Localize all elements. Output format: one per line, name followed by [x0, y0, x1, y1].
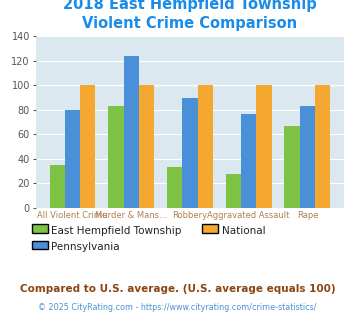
Bar [300, 106, 315, 208]
Bar [65, 110, 80, 208]
Bar [108, 106, 124, 208]
Title: 2018 East Hempfield Township
Violent Crime Comparison: 2018 East Hempfield Township Violent Cri… [63, 0, 317, 31]
Text: © 2025 CityRating.com - https://www.cityrating.com/crime-statistics/: © 2025 CityRating.com - https://www.city… [38, 303, 317, 312]
Text: Compared to U.S. average. (U.S. average equals 100): Compared to U.S. average. (U.S. average … [20, 284, 335, 294]
Bar [226, 174, 241, 208]
Text: Pennsylvania: Pennsylvania [51, 243, 120, 252]
Text: East Hempfield Township: East Hempfield Township [51, 226, 182, 236]
Bar [256, 85, 272, 208]
Bar [124, 56, 139, 208]
Bar [167, 167, 182, 208]
Bar [80, 85, 95, 208]
Bar [241, 114, 256, 208]
Bar [50, 165, 65, 208]
Text: National: National [222, 226, 266, 236]
Bar [284, 126, 300, 208]
Bar [315, 85, 330, 208]
Bar [198, 85, 213, 208]
Bar [139, 85, 154, 208]
Bar [182, 98, 198, 208]
